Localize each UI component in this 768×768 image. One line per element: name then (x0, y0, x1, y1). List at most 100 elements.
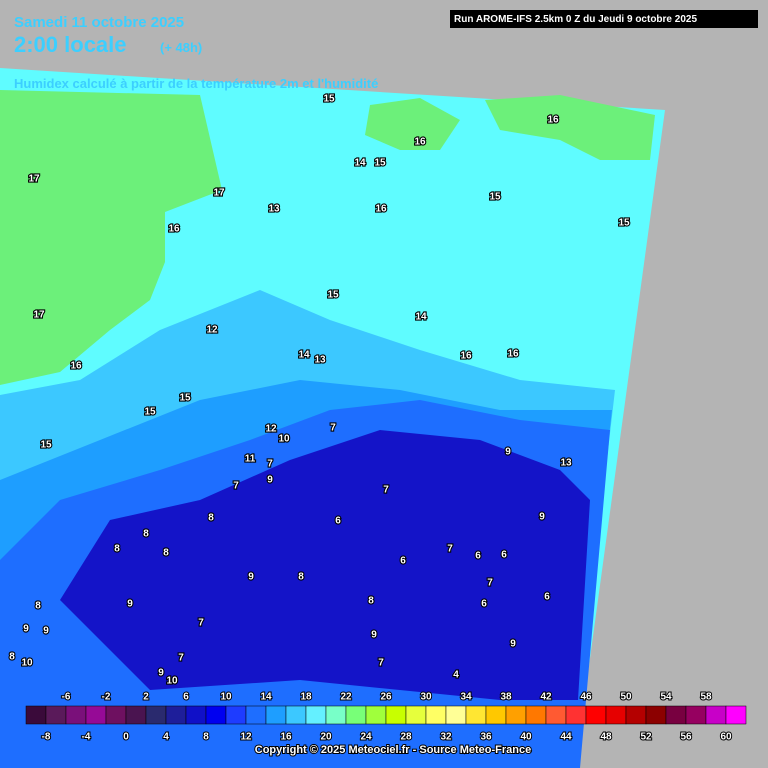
color-swatch (305, 705, 327, 725)
contour-label: 10 (166, 676, 178, 687)
run-box (450, 10, 758, 28)
colorbar-label: 28 (400, 732, 412, 743)
contour-label: 8 (208, 513, 214, 524)
contour-label: 9 (505, 447, 511, 458)
colorbar-label: 8 (203, 732, 209, 743)
color-swatch (425, 705, 447, 725)
contour-label: 15 (323, 94, 335, 105)
contour-label: 14 (415, 312, 427, 323)
contour-label: 7 (267, 459, 273, 470)
colorbar-label: 56 (680, 732, 692, 743)
color-swatch (325, 705, 347, 725)
contour-label: 9 (248, 572, 254, 583)
lead-time: (+ 48h) (160, 40, 202, 55)
land-area (365, 98, 460, 150)
color-swatch (205, 705, 227, 725)
contour-label: 16 (507, 349, 519, 360)
colorbar-label: 22 (340, 692, 352, 703)
contour-label: 6 (544, 592, 550, 603)
copyright: Copyright © 2025 Meteociel.fr - Source M… (255, 744, 531, 756)
color-swatch (525, 705, 547, 725)
color-swatch (445, 705, 467, 725)
contour-label: 6 (475, 551, 481, 562)
color-swatch (145, 705, 167, 725)
contour-label: 6 (481, 599, 487, 610)
contour-label: 15 (374, 158, 386, 169)
contour-label: 7 (178, 653, 184, 664)
contour-label: 4 (453, 670, 459, 681)
color-swatch (85, 705, 107, 725)
contour-label: 8 (114, 544, 120, 555)
contour-label: 17 (213, 188, 225, 199)
contour-label: 15 (144, 407, 156, 418)
color-swatch (345, 705, 367, 725)
color-swatch (665, 705, 687, 725)
land-area (485, 95, 655, 160)
colorbar-label: -2 (102, 692, 111, 703)
contour-label: 13 (560, 458, 572, 469)
color-swatch (705, 705, 727, 725)
contour-label: 9 (23, 624, 29, 635)
contour-label: 7 (233, 481, 239, 492)
run-info: Run AROME-IFS 2.5km 0 Z du Jeudi 9 octob… (454, 14, 697, 25)
colorbar-label: -6 (62, 692, 71, 703)
contour-label: 11 (245, 454, 256, 465)
contour-label: 6 (501, 550, 507, 561)
color-swatch (225, 705, 247, 725)
time: 2:00 locale (14, 32, 127, 57)
contour-label: 9 (127, 599, 133, 610)
colorbar-label: 0 (123, 732, 129, 743)
contour-label: 15 (489, 192, 501, 203)
humidex-zone (60, 430, 590, 700)
color-swatch (625, 705, 647, 725)
contour-label: 14 (298, 350, 310, 361)
contour-label: 12 (206, 325, 218, 336)
contour-label: 14 (354, 158, 366, 169)
contour-label: 15 (40, 440, 52, 451)
color-swatch (125, 705, 147, 725)
contour-label: 13 (268, 204, 280, 215)
color-swatch (185, 705, 207, 725)
colorbar-label: 54 (660, 692, 672, 703)
color-swatch (165, 705, 187, 725)
contour-label: 10 (278, 434, 290, 445)
color-swatch (465, 705, 487, 725)
colorbar-label: 44 (560, 732, 572, 743)
colorbar-label: 58 (700, 692, 712, 703)
contour-label: 10 (21, 658, 33, 669)
contour-label: 16 (460, 351, 472, 362)
contour-label: 8 (298, 572, 304, 583)
contour-label: 13 (314, 355, 326, 366)
contour-label: 8 (368, 596, 374, 607)
parameter: Humidex calculé à partir de la températu… (14, 76, 378, 91)
color-swatch (265, 705, 287, 725)
colorbar-label: 32 (440, 732, 452, 743)
colorbar-label: 48 (600, 732, 612, 743)
color-swatch (565, 705, 587, 725)
color-swatch (285, 705, 307, 725)
color-swatch (25, 705, 47, 725)
colorbar-label: 14 (260, 692, 272, 703)
color-swatch (245, 705, 267, 725)
colorbar-label: 24 (360, 732, 372, 743)
contour-label: 9 (371, 630, 377, 641)
contour-label: 17 (28, 174, 40, 185)
colorbar-label: 34 (460, 692, 472, 703)
colorbar-label: 46 (580, 692, 592, 703)
contour-label: 17 (33, 310, 45, 321)
colorbar-label: 10 (220, 692, 232, 703)
contour-label: 7 (330, 423, 336, 434)
colorbar-label: 38 (500, 692, 512, 703)
colorbar-label: 16 (280, 732, 292, 743)
color-swatch (45, 705, 67, 725)
color-swatch (585, 705, 607, 725)
contour-label: 16 (375, 204, 387, 215)
contour-label: 9 (267, 475, 273, 486)
colorbar-label: -4 (82, 732, 91, 743)
color-swatch (365, 705, 387, 725)
contour-label: 8 (9, 652, 15, 663)
colorbar-label: 36 (480, 732, 492, 743)
colorbar-label: 40 (520, 732, 532, 743)
contour-label: 7 (198, 618, 204, 629)
